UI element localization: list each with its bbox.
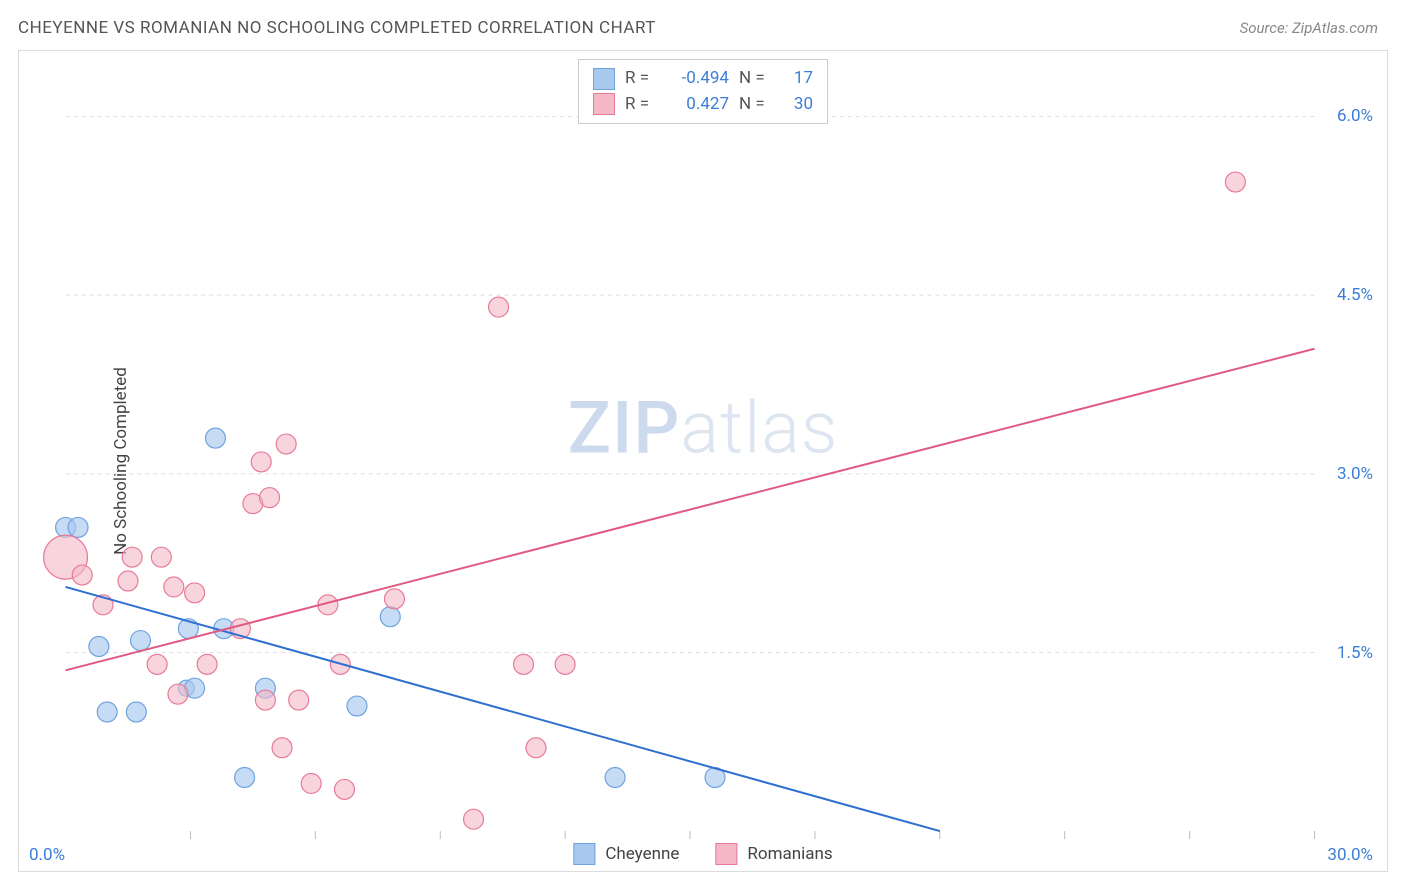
series-legend: Cheyenne Romanians: [573, 843, 832, 865]
chart-title: CHEYENNE VS ROMANIAN NO SCHOOLING COMPLE…: [18, 18, 656, 38]
legend-item-romanians: Romanians: [715, 843, 832, 865]
r-label: R =: [625, 66, 655, 92]
n-value-cheyenne: 17: [779, 66, 813, 92]
legend-swatch-romanians: [715, 843, 737, 865]
legend-swatch-romanians: [593, 93, 615, 115]
n-value-romanians: 30: [779, 92, 813, 118]
n-label: N =: [739, 92, 769, 118]
r-value-cheyenne: -0.494: [665, 66, 729, 92]
r-label: R =: [625, 92, 655, 118]
correlation-legend: R = -0.494 N = 17 R = 0.427 N = 30: [578, 59, 828, 124]
chart-header: CHEYENNE VS ROMANIAN NO SCHOOLING COMPLE…: [0, 0, 1406, 48]
x-axis-max: 30.0%: [1327, 845, 1373, 865]
chart-container: No Schooling Completed ZIPatlas R = -0.4…: [18, 50, 1388, 872]
legend-swatch-cheyenne: [593, 68, 615, 90]
n-label: N =: [739, 66, 769, 92]
y-tick-label: 6.0%: [1337, 106, 1373, 126]
y-tick-label: 4.5%: [1337, 285, 1373, 305]
legend-label-romanians: Romanians: [747, 844, 832, 864]
y-tick-label: 3.0%: [1337, 464, 1373, 484]
y-tick-label: 1.5%: [1337, 643, 1373, 663]
scatter-plot: [19, 51, 1387, 871]
legend-swatch-cheyenne: [573, 843, 595, 865]
x-axis-min: 0.0%: [29, 845, 65, 865]
legend-label-cheyenne: Cheyenne: [605, 844, 679, 864]
chart-source: Source: ZipAtlas.com: [1240, 19, 1378, 37]
legend-item-cheyenne: Cheyenne: [573, 843, 679, 865]
legend-row-romanians: R = 0.427 N = 30: [593, 92, 813, 118]
legend-row-cheyenne: R = -0.494 N = 17: [593, 66, 813, 92]
r-value-romanians: 0.427: [665, 92, 729, 118]
